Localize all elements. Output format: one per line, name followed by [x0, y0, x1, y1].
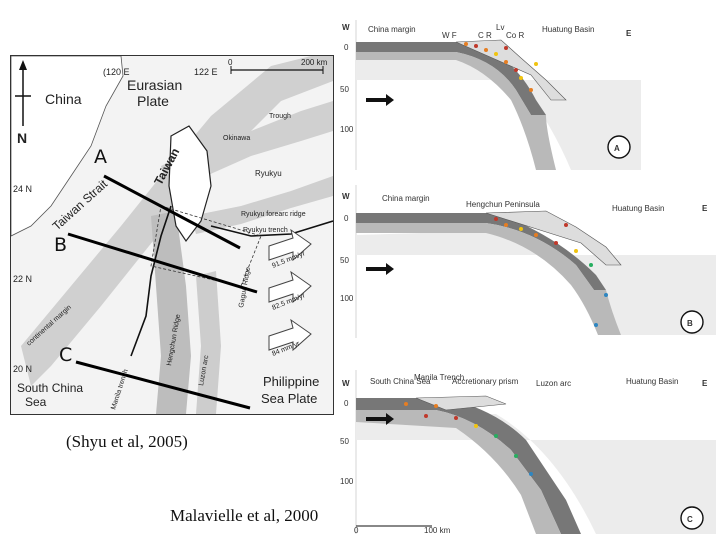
- section-c-west: W: [342, 379, 350, 388]
- section-a-label-5: Co R: [506, 31, 524, 40]
- lat-24: 24 N: [13, 184, 32, 194]
- label-trough: Trough: [269, 113, 291, 120]
- profile-label-c: C: [59, 344, 73, 366]
- label-philippine-1: Philippine: [263, 374, 319, 389]
- caption-malavielle: Malavielle et al, 2000: [170, 506, 319, 525]
- map-scale-end: 200 km: [301, 58, 328, 67]
- section-a-label-3: C R: [478, 31, 492, 40]
- section-b-label-3: Huatung Basin: [612, 204, 664, 213]
- section-a: W E China margin W F C R Lv Co R Huatung…: [336, 20, 641, 170]
- section-c-scale-start: 0: [354, 526, 359, 534]
- label-south-china-sea-1: South China: [17, 381, 83, 395]
- section-a-depth-0: 0: [344, 43, 349, 52]
- label-south-china-sea-2: Sea: [25, 395, 47, 409]
- section-b-id: B: [687, 319, 693, 328]
- section-a-label-6: Huatung Basin: [542, 25, 594, 34]
- lat-22: 22 N: [13, 274, 32, 284]
- label-eurasian: Eurasian: [127, 77, 182, 93]
- label-ryukyu-forearc: Ryukyu forearc ridge: [241, 211, 306, 218]
- section-c: W E South China Sea Manila Trench Accret…: [336, 370, 716, 534]
- section-b: W E China margin Hengchun Peninsula Huat…: [336, 185, 716, 338]
- lat-20: 20 N: [13, 364, 32, 374]
- section-a-east: E: [626, 29, 632, 38]
- section-c-label-3: Accretionary prism: [452, 377, 519, 386]
- caption-shyu: (Shyu et al, 2005): [66, 432, 188, 451]
- section-b-depth-50: 50: [340, 256, 349, 265]
- lon-122: 122 E: [194, 67, 218, 77]
- section-c-id: C: [687, 515, 693, 524]
- label-ryukyu-trench: Ryukyu trench: [243, 227, 288, 234]
- section-c-depth-100: 100: [340, 477, 354, 486]
- section-b-label-2: Hengchun Peninsula: [466, 200, 540, 209]
- map-scale-start: 0: [228, 58, 233, 67]
- section-b-depth-0: 0: [344, 214, 349, 223]
- section-b-depth-100: 100: [340, 294, 354, 303]
- section-c-depth-0: 0: [344, 399, 349, 408]
- section-c-east: E: [702, 379, 708, 388]
- section-c-depth-50: 50: [340, 437, 349, 446]
- section-c-label-2: Manila Trench: [414, 373, 464, 382]
- section-a-label-2: W F: [442, 31, 457, 40]
- label-china: China: [45, 91, 82, 107]
- section-a-label-4: Lv: [496, 23, 504, 32]
- section-b-west: W: [342, 192, 350, 201]
- section-c-label-1: South China Sea: [370, 377, 431, 386]
- label-eurasian-plate: Plate: [137, 93, 169, 109]
- section-a-west: W: [342, 23, 350, 32]
- section-a-depth-100: 100: [340, 125, 354, 134]
- north-label: N: [17, 130, 27, 146]
- label-ryukyu: Ryukyu: [255, 169, 282, 178]
- section-c-label-5: Huatung Basin: [626, 377, 678, 386]
- section-a-label-1: China margin: [368, 25, 416, 34]
- section-b-label-1: China margin: [382, 194, 430, 203]
- profile-label-b: B: [54, 234, 68, 256]
- section-c-label-4: Luzon arc: [536, 379, 571, 388]
- label-philippine-2: Sea Plate: [261, 391, 317, 406]
- section-a-depth-50: 50: [340, 85, 349, 94]
- lon-120: (120 E: [103, 67, 130, 77]
- profile-label-a: A: [94, 146, 107, 168]
- section-c-scale-end: 100 km: [424, 526, 451, 534]
- section-b-east: E: [702, 204, 708, 213]
- section-a-id: A: [614, 144, 620, 153]
- label-okinawa: Okinawa: [223, 135, 250, 142]
